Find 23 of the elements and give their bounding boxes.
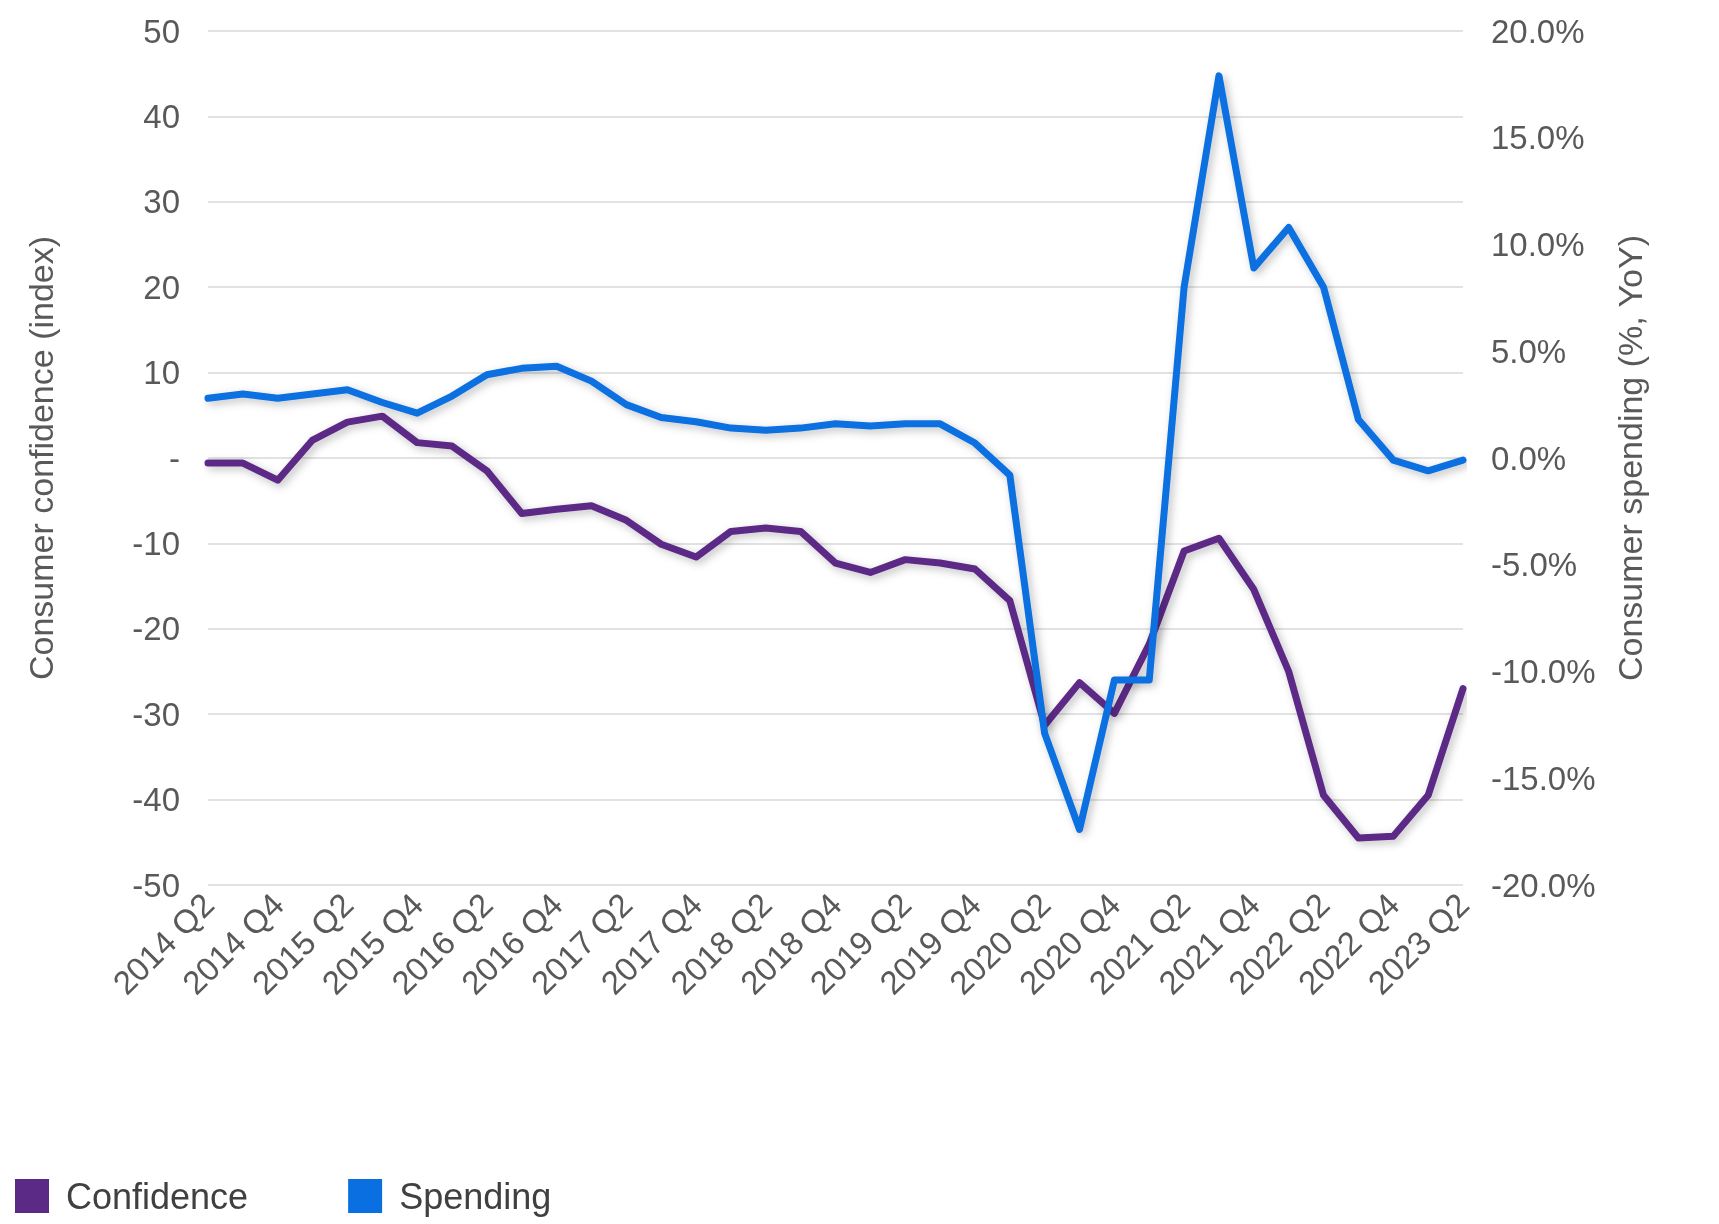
y-axis-title: Consumer confidence (index): [22, 235, 60, 681]
y2-tick-label: -15.0%: [1491, 759, 1596, 797]
y-tick-label: 20: [143, 268, 180, 306]
y-tick-label: -10: [132, 524, 180, 562]
y-tick-label: 40: [143, 97, 180, 135]
legend-label: Spending: [399, 1175, 552, 1217]
y2-tick-label: 20.0%: [1491, 12, 1585, 50]
y-tick-label: 30: [143, 183, 180, 221]
legend-label: Confidence: [66, 1175, 249, 1217]
y-tick-label: -: [169, 439, 180, 477]
y-tick-label: -20: [132, 610, 180, 648]
y2-tick-label: -10.0%: [1491, 653, 1596, 690]
y2-tick-label: 0.0%: [1491, 439, 1567, 477]
y2-axis-title: Consumer spending (%, YoY): [1611, 234, 1649, 682]
y2-tick-label: 10.0%: [1491, 226, 1585, 263]
y2-tick-label: 15.0%: [1491, 119, 1585, 157]
y-tick-label: -30: [132, 695, 180, 733]
y-tick-label: 50: [143, 12, 180, 50]
y2-tick-label: -20.0%: [1491, 866, 1596, 904]
y2-tick-label: 5.0%: [1491, 332, 1567, 370]
y-tick-label: -40: [132, 781, 180, 819]
y2-tick-label: -5.0%: [1491, 546, 1578, 584]
y-tick-label: 10: [143, 354, 180, 392]
